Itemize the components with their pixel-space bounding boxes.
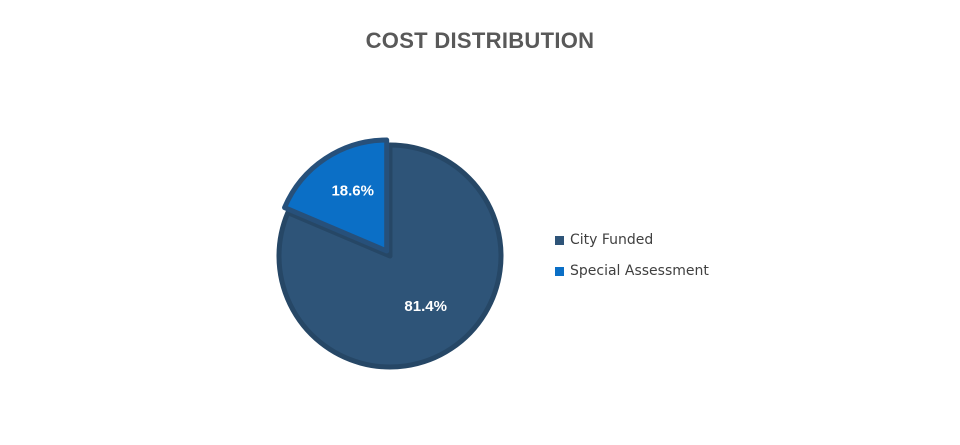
legend-label-special-assessment: Special Assessment bbox=[570, 263, 709, 279]
legend-item-special-assessment: Special Assessment bbox=[555, 261, 709, 281]
legend-label-city-funded: City Funded bbox=[570, 232, 654, 248]
legend-swatch-city-funded bbox=[555, 235, 564, 245]
legend-swatch-special-assessment bbox=[555, 266, 564, 276]
data-label-special-assessment: 18.6% bbox=[331, 183, 374, 200]
pie-slice-special-assessment bbox=[282, 137, 390, 254]
legend: City Funded Special Assessment bbox=[555, 230, 709, 292]
chart-title: COST DISTRIBUTION bbox=[365, 28, 595, 53]
legend-item-city-funded: City Funded bbox=[555, 230, 709, 250]
pie-slice-city-funded bbox=[276, 142, 504, 370]
data-label-city-funded: 81.4% bbox=[404, 298, 447, 315]
